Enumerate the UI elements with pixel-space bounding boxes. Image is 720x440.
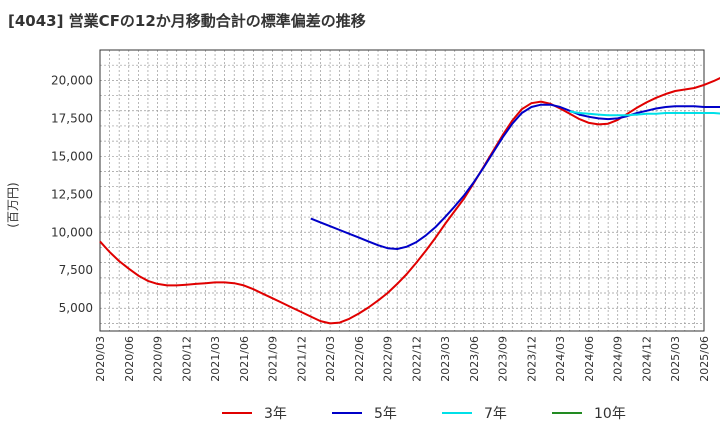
y-tick-label: 5,000: [59, 301, 93, 315]
x-tick-label: 2021/12: [295, 336, 308, 382]
x-tick-label: 2023/09: [497, 336, 510, 382]
x-tick-label: 2023/03: [439, 336, 452, 382]
x-tick-label: 2024/09: [612, 336, 625, 382]
x-tick-label: 2021/03: [209, 336, 222, 382]
y-tick-label: 7,500: [59, 263, 93, 277]
x-tick-label: 2022/06: [353, 336, 366, 382]
legend-label: 3年: [264, 406, 287, 422]
legend-label: 10年: [594, 406, 626, 422]
x-tick-label: 2025/03: [669, 336, 682, 382]
x-tick-label: 2021/06: [238, 336, 251, 382]
chart-title: [4043] 営業CFの12か月移動合計の標準偏差の推移: [8, 12, 366, 30]
x-tick-label: 2020/03: [94, 336, 107, 382]
plot-frame: [99, 49, 705, 332]
x-tick-label: 2020/06: [123, 336, 136, 382]
series-lines: [99, 76, 720, 325]
x-tick-label: 2024/12: [640, 336, 653, 382]
x-tick-label: 2023/12: [525, 336, 538, 382]
y-tick-label: 20,000: [51, 73, 93, 87]
legend-label: 5年: [374, 406, 397, 422]
legend-label: 7年: [484, 406, 507, 422]
y-tick-label: 15,000: [51, 149, 93, 163]
y-tick-label: 10,000: [51, 225, 93, 239]
x-tick-labels: 2020/03 2020/06 2020/09 2020/12 2021/03 2021/…: [94, 336, 711, 382]
x-tick-label: 2022/03: [324, 336, 337, 382]
y-tick-label: 12,500: [51, 187, 93, 201]
x-tick-label: 2024/03: [554, 336, 567, 382]
axes: [99, 49, 705, 332]
series-line: [569, 110, 720, 117]
grid-lines: [99, 49, 705, 331]
legend: 3年 5年 7年 10年: [222, 406, 626, 422]
x-tick-label: 2025/06: [698, 336, 711, 382]
x-tick-label: 2020/12: [180, 336, 193, 382]
x-tick-label: 2021/09: [267, 336, 280, 382]
y-tick-labels: 5,000 7,500 10,000 12,500 15,000 17,500 20,000: [51, 73, 93, 315]
x-tick-label: 2022/12: [410, 336, 423, 382]
y-axis-label: (百万円): [6, 182, 20, 227]
x-tick-label: 2020/09: [152, 336, 165, 382]
series-line: [99, 76, 720, 325]
series-line: [310, 103, 720, 250]
y-tick-label: 17,500: [51, 111, 93, 125]
x-tick-label: 2022/09: [382, 336, 395, 382]
x-tick-label: 2024/06: [583, 336, 596, 382]
x-tick-label: 2023/06: [468, 336, 481, 382]
